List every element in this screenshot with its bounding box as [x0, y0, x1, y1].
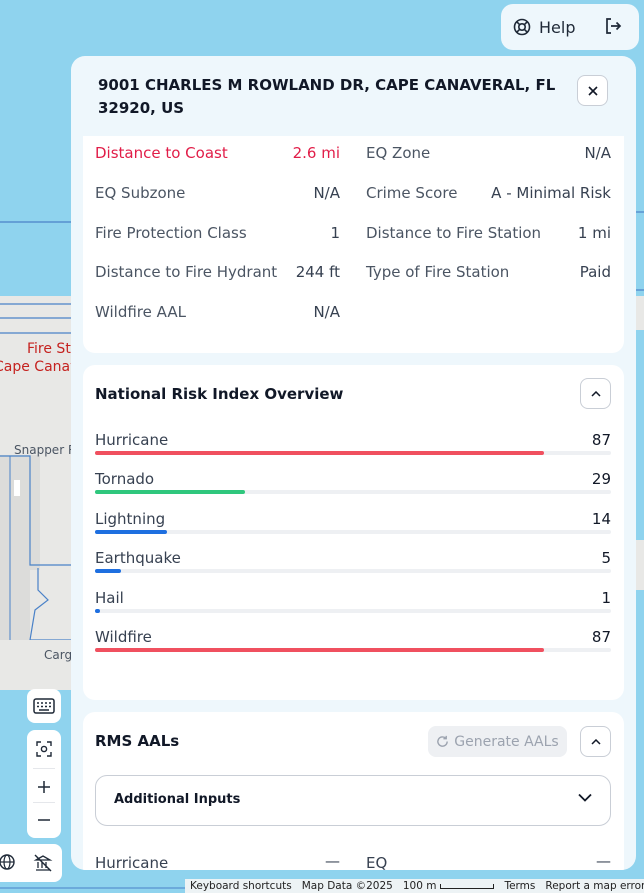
property-panel: 9001 CHARLES M ROWLAND DR, CAPE CANAVERA… [71, 56, 636, 870]
attr-value-eq-zone: N/A [584, 144, 611, 162]
globe-button[interactable] [0, 853, 20, 873]
help-label: Help [539, 17, 576, 37]
terms-link[interactable]: Terms [504, 880, 536, 892]
risk-fill-lightning [95, 530, 168, 534]
risk-label-hurricane: Hurricane [95, 431, 169, 449]
close-button[interactable] [577, 75, 608, 106]
risk-value-hail: 1 [601, 589, 611, 607]
rms-value-hurricane: — [325, 852, 340, 870]
scale-indicator[interactable]: 100 m [398, 880, 500, 892]
chevron-down-icon [578, 793, 592, 802]
risk-label-tornado: Tornado [95, 470, 155, 488]
risk-value-hurricane: 87 [591, 431, 611, 449]
map-label-cargo[interactable]: Carg [44, 648, 73, 662]
nri-title: National Risk Index Overview [95, 385, 344, 403]
map-data-text: Map Data ©2025 [301, 880, 393, 892]
risk-bar-earthquake [95, 569, 611, 573]
map-attribution: Keyboard shortcuts Map Data ©2025 100 m … [185, 879, 644, 893]
rms-label-eq: EQ [366, 854, 388, 870]
map-label-cape-canaveral[interactable]: Cape Canav [0, 359, 79, 375]
risk-label-wildfire: Wildfire [95, 628, 152, 646]
additional-inputs-dropdown[interactable]: Additional Inputs [95, 775, 611, 826]
plus-icon [38, 781, 50, 793]
risk-label-lightning: Lightning [95, 510, 166, 528]
attr-label-distance-to-fire-station: Distance to Fire Station [366, 224, 542, 242]
risk-bar-tornado [95, 490, 611, 494]
property-address: 9001 CHARLES M ROWLAND DR, CAPE CANAVERA… [98, 76, 556, 117]
chevron-up-icon [590, 738, 601, 745]
top-toolbar: Help [501, 4, 639, 50]
rms-title: RMS AALs [95, 732, 180, 750]
keyboard-shortcuts-button[interactable] [27, 689, 61, 723]
risk-fill-hail [95, 609, 101, 613]
risk-fill-hurricane [95, 451, 544, 455]
zoom-controls [27, 730, 61, 838]
risk-fill-earthquake [95, 569, 121, 573]
chevron-up-icon [590, 390, 601, 397]
risk-bar-wildfire [95, 648, 611, 652]
attr-value-distance-to-coast: 2.6 mi [292, 144, 340, 162]
map-label-snapper[interactable]: Snapper R [14, 443, 77, 457]
attr-label-distance-to-fire-hydrant: Distance to Fire Hydrant [95, 263, 278, 281]
risk-value-wildfire: 87 [591, 628, 611, 646]
attr-value-fire-protection-class: 1 [330, 224, 340, 242]
globe-icon [0, 854, 15, 870]
my-location-button[interactable] [27, 732, 61, 766]
zoom-in-button[interactable] [27, 770, 61, 804]
attr-value-crime-score: A - Minimal Risk [491, 184, 611, 202]
help-button[interactable]: Help [513, 12, 575, 42]
attr-label-crime-score: Crime Score [366, 184, 458, 202]
close-icon [587, 85, 598, 96]
generate-aals-label: Generate AALs [454, 733, 559, 750]
risk-value-earthquake: 5 [601, 549, 611, 567]
risk-value-tornado: 29 [591, 470, 611, 488]
no-buildings-icon [33, 854, 53, 872]
attr-value-distance-to-fire-station: 1 mi [577, 224, 611, 242]
keyboard-icon [33, 698, 55, 714]
attr-label-wildfire-aal: Wildfire AAL [95, 303, 186, 321]
generate-aals-button[interactable]: Generate AALs [428, 726, 567, 757]
rms-value-eq: — [596, 852, 611, 870]
map-label-fire-station[interactable]: Fire St [27, 341, 71, 357]
logout-button[interactable] [603, 16, 625, 38]
scale-bar [440, 883, 495, 889]
national-risk-index-card: National Risk Index Overview Hurricane 8… [83, 365, 624, 700]
attr-label-eq-zone: EQ Zone [366, 144, 431, 162]
rms-label-hurricane: Hurricane [95, 854, 169, 870]
minus-icon [38, 819, 50, 821]
attr-value-type-of-fire-station: Paid [579, 263, 611, 281]
refresh-icon [437, 735, 449, 747]
attr-label-eq-subzone: EQ Subzone [95, 184, 186, 202]
attr-label-fire-protection-class: Fire Protection Class [95, 224, 247, 242]
risk-bar-hail [95, 609, 611, 613]
rms-collapse-button[interactable] [580, 726, 611, 757]
property-attributes-card: Distance to Coast 2.6 mi EQ Zone N/A EQ … [83, 136, 624, 353]
report-map-error-link[interactable]: Report a map error [545, 880, 644, 892]
attr-value-wildfire-aal: N/A [313, 303, 340, 321]
attr-value-eq-subzone: N/A [313, 184, 340, 202]
scale-label: 100 m [402, 880, 437, 892]
risk-fill-tornado [95, 490, 245, 494]
additional-inputs-label: Additional Inputs [114, 792, 241, 807]
map-layer-controls [0, 844, 62, 882]
layers-toggle-button[interactable] [33, 853, 53, 873]
risk-label-hail: Hail [95, 589, 124, 607]
keyboard-shortcuts-link[interactable]: Keyboard shortcuts [190, 880, 292, 892]
attr-label-type-of-fire-station: Type of Fire Station [366, 263, 510, 281]
lifebuoy-icon [513, 18, 531, 36]
zoom-out-button[interactable] [27, 803, 61, 837]
attr-value-distance-to-fire-hydrant: 244 ft [295, 263, 340, 281]
risk-fill-wildfire [95, 648, 544, 652]
rms-aals-card: RMS AALs Generate AALs Additional Inputs… [83, 712, 624, 870]
locate-icon [36, 741, 52, 757]
logout-icon [606, 18, 622, 34]
risk-value-lightning: 14 [591, 510, 611, 528]
nri-collapse-button[interactable] [580, 378, 611, 409]
risk-bar-hurricane [95, 451, 611, 455]
panel-header: 9001 CHARLES M ROWLAND DR, CAPE CANAVERA… [71, 56, 636, 136]
attr-label-distance-to-coast: Distance to Coast [95, 144, 228, 162]
risk-bar-lightning [95, 530, 611, 534]
risk-label-earthquake: Earthquake [95, 549, 181, 567]
